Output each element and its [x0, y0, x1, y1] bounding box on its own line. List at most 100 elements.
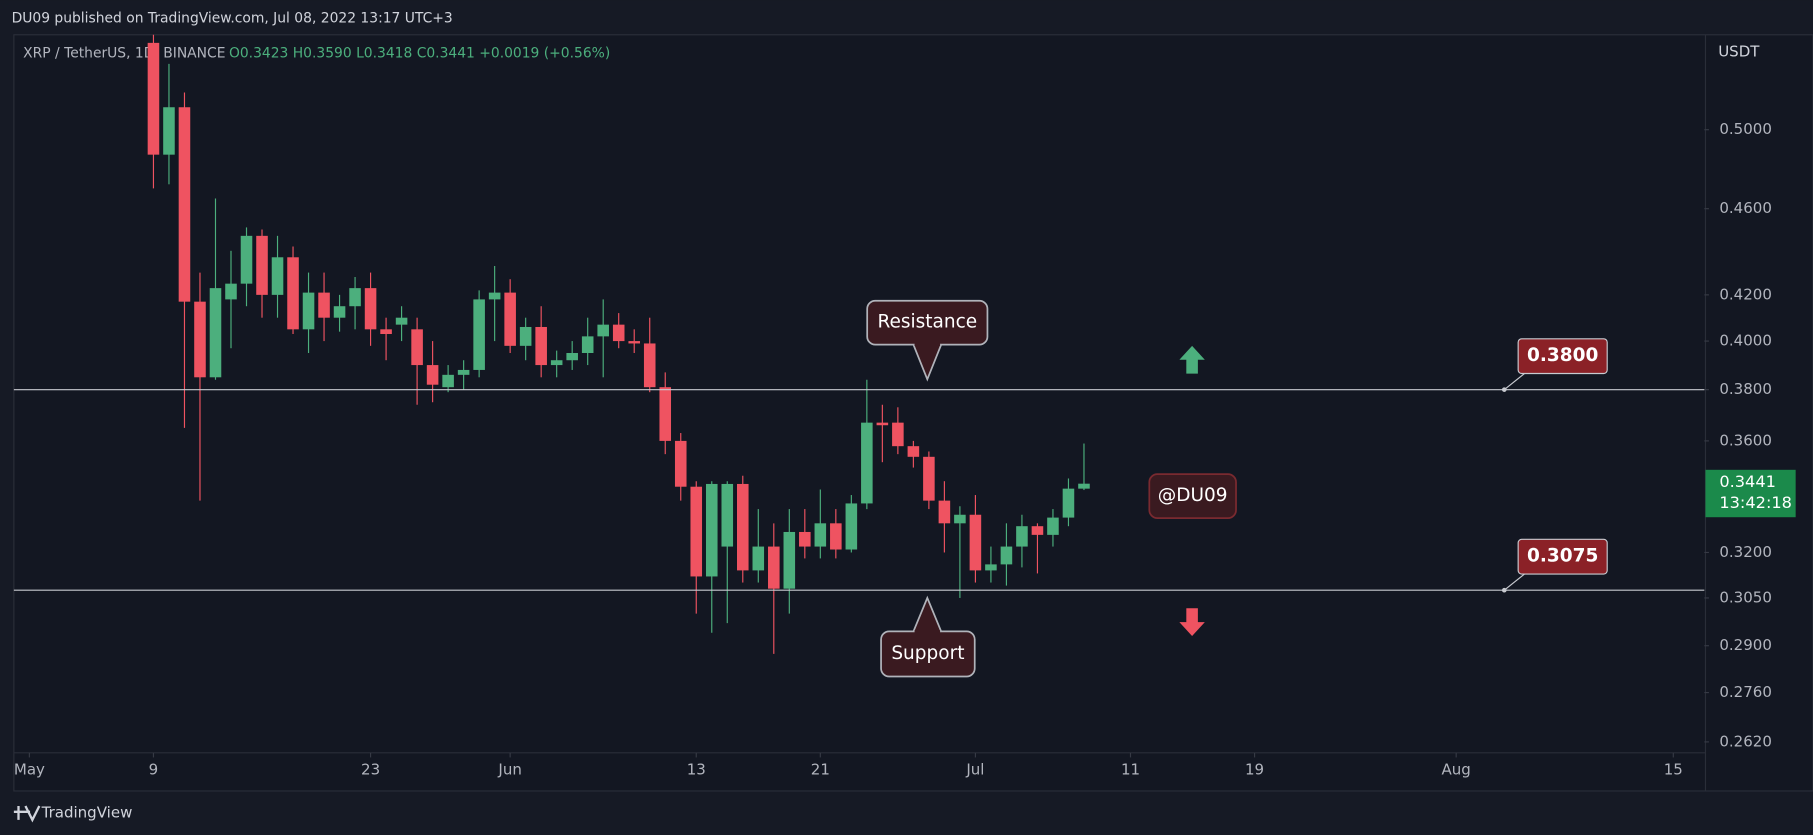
level-callout: [1503, 571, 1528, 591]
x-tick-label: Jul: [965, 761, 984, 779]
candle-body: [1031, 526, 1044, 535]
x-tick-label: 13: [687, 761, 706, 779]
candle-body: [659, 387, 672, 441]
annotation-label: Resistance: [877, 312, 977, 333]
candle-body: [1062, 488, 1075, 518]
candle-body: [442, 374, 454, 388]
down-arrow: [1179, 608, 1205, 637]
candle-body: [861, 422, 873, 504]
y-tick-label: 0.4600: [1719, 199, 1772, 217]
candle-body: [364, 288, 377, 330]
candle-body: [876, 422, 889, 426]
candle-body: [1078, 483, 1090, 489]
candle-body: [426, 365, 439, 385]
support-callout-pointer: [912, 595, 942, 632]
logo: [13, 805, 41, 823]
candle-body: [612, 324, 625, 342]
candle-body: [783, 531, 796, 589]
y-tick-label: 0.3800: [1719, 380, 1772, 398]
candle-body: [923, 456, 935, 501]
level-label-box: [1517, 338, 1608, 375]
candle-body: [287, 257, 299, 330]
y-tick-label: 0.4000: [1719, 332, 1772, 350]
candle-body: [721, 483, 734, 547]
x-tick-label: 15: [1664, 761, 1683, 779]
candle-body: [147, 42, 160, 155]
candle-body: [814, 523, 827, 547]
x-tick-label: Jun: [497, 761, 521, 779]
chart-pane: [13, 34, 1813, 792]
candle-body: [302, 292, 315, 330]
candle-body: [705, 483, 718, 577]
candle-body: [194, 301, 206, 378]
level-label: 0.3800: [1527, 345, 1598, 366]
candle-body: [690, 486, 703, 577]
y-tick-label: 0.2760: [1719, 683, 1772, 701]
candle-body: [163, 107, 175, 155]
candle-body: [907, 446, 920, 457]
candle-body: [674, 440, 687, 487]
x-tick-label: 11: [1121, 761, 1140, 779]
candle-body: [457, 369, 470, 375]
y-tick-label: 0.3600: [1719, 431, 1772, 449]
candle-body: [178, 107, 191, 302]
candle-body: [411, 329, 423, 366]
candle-body: [566, 353, 578, 361]
candles: [147, 34, 1090, 654]
candle-body: [892, 422, 904, 447]
y-tick-label: 0.4200: [1719, 285, 1772, 303]
y-tick-label: 0.2620: [1719, 732, 1772, 750]
candle-body: [752, 546, 765, 571]
candle-body: [736, 483, 749, 571]
candle-body: [597, 324, 609, 337]
candle-body: [473, 299, 485, 370]
y-tick-label: 0.5000: [1719, 120, 1772, 138]
candle-body: [535, 326, 547, 366]
last-price-label: 0.3441: [1719, 472, 1776, 491]
candle-body: [209, 288, 222, 378]
x-tick-label: Aug: [1442, 761, 1471, 779]
candle-body: [550, 360, 563, 366]
y-tick-label: 0.3200: [1719, 543, 1772, 561]
x-tick-label: 23: [361, 761, 380, 779]
level-label-box: [1517, 538, 1608, 575]
candle-body: [845, 503, 858, 550]
x-tick-label: May: [14, 761, 45, 779]
candle-body: [628, 341, 641, 344]
x-tick-label: 9: [149, 761, 159, 779]
annotation-label: Support: [891, 643, 964, 664]
candle-body: [225, 283, 237, 300]
candle-body: [380, 329, 392, 335]
candle-body: [1047, 517, 1059, 535]
candle-body: [643, 343, 656, 388]
candle-body: [799, 531, 811, 547]
candle-body: [985, 564, 997, 571]
candle-body: [318, 292, 330, 318]
candle-body: [488, 292, 501, 300]
y-tick-label: 0.2900: [1719, 636, 1772, 654]
candle-body: [349, 288, 361, 307]
candle-body: [271, 257, 284, 295]
resistance-callout-pointer: [912, 344, 942, 382]
y-tick-label: 0.3050: [1719, 588, 1772, 606]
candle-body: [333, 306, 346, 318]
candle-body: [519, 326, 532, 346]
candle-body: [830, 523, 842, 550]
candle-body: [938, 500, 951, 524]
candle-body: [969, 514, 982, 571]
footer-brand[interactable]: TradingView: [41, 803, 133, 821]
x-tick-label: 19: [1245, 761, 1264, 779]
up-arrow: [1179, 345, 1205, 374]
annotation-label: @DU09: [1158, 485, 1228, 506]
x-tick-label: 21: [811, 761, 830, 779]
symbol-title: XRP / TetherUS, 1D, BINANCE: [23, 45, 225, 61]
candle-body: [954, 514, 966, 524]
candle-body: [1000, 546, 1013, 565]
candle-body: [395, 317, 408, 325]
candle-body: [1016, 526, 1028, 547]
level-callout: [1503, 370, 1528, 391]
y-axis-label: USDT: [1718, 43, 1760, 61]
candle-body: [768, 546, 780, 589]
ohlc-legend: O0.3423 H0.3590 L0.3418 C0.3441 +0.0019 …: [229, 45, 610, 61]
